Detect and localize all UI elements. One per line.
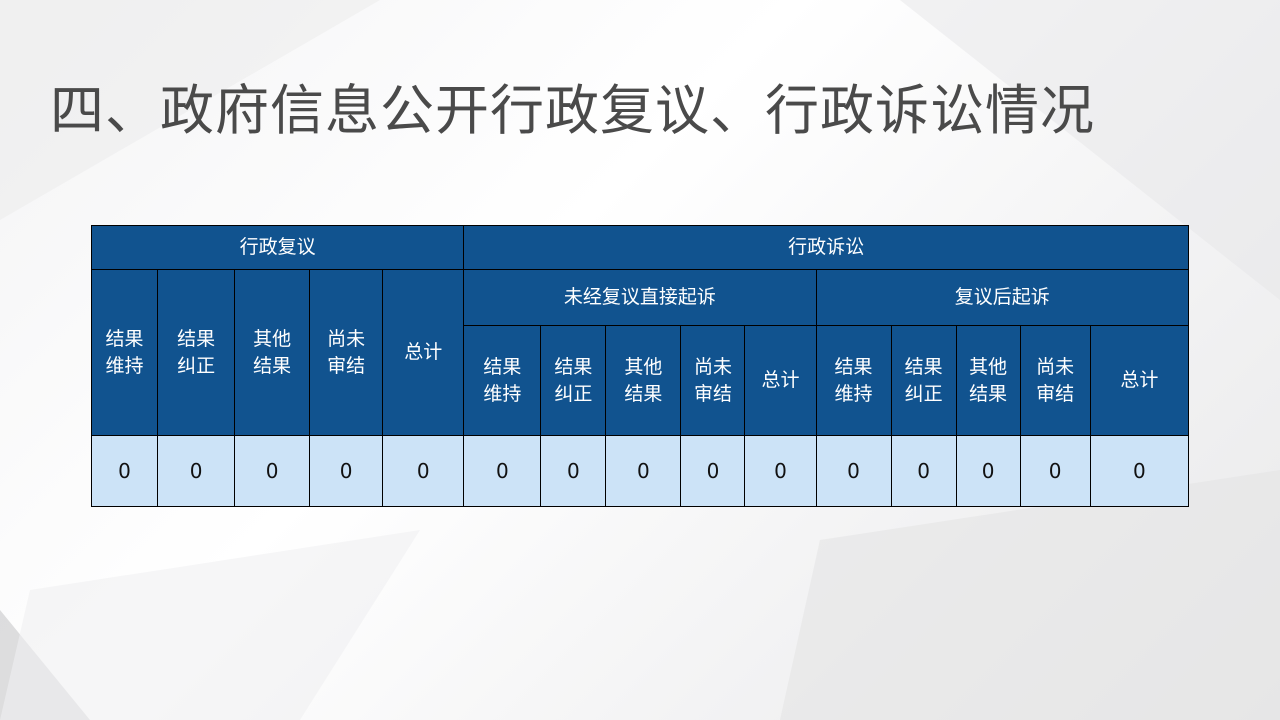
after-review-column-header: 其他 结果 (955, 325, 1021, 436)
direct-column-header: 其他 结果 (605, 325, 682, 436)
direct-column-header: 总计 (744, 325, 817, 436)
after-review-suit-header: 复议后起诉 (815, 269, 1190, 326)
review-column-header: 其他 结果 (234, 269, 311, 436)
direct-column-header: 结果 维持 (463, 325, 542, 436)
review-value-cell: 0 (90, 435, 159, 507)
direct-value-cell: 0 (540, 435, 607, 507)
after-review-value-cell: 0 (955, 435, 1021, 507)
after-review-column-header: 总计 (1089, 325, 1190, 436)
review-column-header: 总计 (382, 269, 465, 436)
litigation-group-header: 行政诉讼 (463, 225, 1189, 270)
direct-column-header: 尚未 审结 (680, 325, 746, 436)
direct-value-cell: 0 (605, 435, 682, 507)
review-litigation-table: 行政复议 行政诉讼 结果 维持 结果 纠正 其他 结果 尚未 审结 总计 未经复议直接起诉 复议后起诉结… (90, 225, 1190, 507)
after-review-column-header: 结果 纠正 (890, 325, 957, 436)
direct-column-header: 结果 纠正 (540, 325, 607, 436)
direct-value-cell: 0 (744, 435, 817, 507)
direct-value-cell: 0 (463, 435, 542, 507)
after-review-value-cell: 0 (815, 435, 892, 507)
after-review-value-cell: 0 (1019, 435, 1091, 507)
after-review-value-cell: 0 (1089, 435, 1190, 507)
direct-suit-header: 未经复议直接起诉 (463, 269, 817, 326)
after-review-column-header: 尚未 审结 (1019, 325, 1091, 436)
review-group-header: 行政复议 (90, 225, 465, 270)
review-value-cell: 0 (382, 435, 465, 507)
review-value-cell: 0 (309, 435, 384, 507)
review-column-header: 尚未 审结 (309, 269, 384, 436)
review-value-cell: 0 (157, 435, 236, 507)
review-column-header: 结果 纠正 (157, 269, 236, 436)
after-review-column-header: 结果 维持 (815, 325, 892, 436)
review-value-cell: 0 (234, 435, 311, 507)
review-column-header: 结果 维持 (90, 269, 159, 436)
after-review-value-cell: 0 (890, 435, 957, 507)
direct-value-cell: 0 (680, 435, 746, 507)
page-title: 四、政府信息公开行政复议、行政诉讼情况 (50, 79, 1095, 142)
